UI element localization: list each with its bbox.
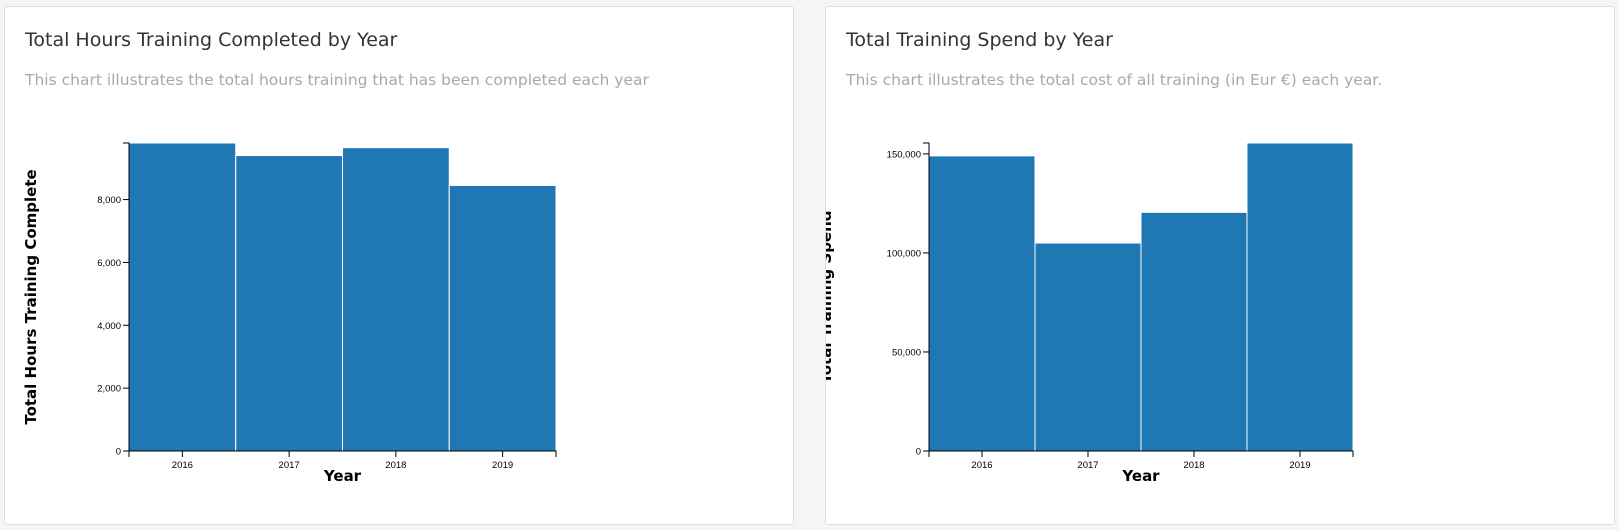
bar-2018 bbox=[1140, 211, 1248, 452]
hours-bar-chart: 0 2,000 4,000 6,000 8,000 2016 2017 2018 2019 Yea… bbox=[22, 142, 557, 485]
x-tick-label: 2017 bbox=[1077, 460, 1098, 471]
y-axis-title: Total Training Spend bbox=[826, 210, 835, 383]
y-tick-label: 4,000 bbox=[97, 321, 121, 332]
x-tick-label: 2016 bbox=[971, 460, 992, 471]
bar-2017 bbox=[235, 155, 343, 452]
y-tick-label: 50,000 bbox=[892, 347, 921, 358]
x-axis-line bbox=[928, 450, 1354, 457]
bar-2019 bbox=[1246, 142, 1354, 452]
y-axis-line bbox=[123, 142, 130, 452]
bar-2016 bbox=[928, 155, 1036, 452]
bar-2017 bbox=[1034, 242, 1142, 452]
y-axis-title: Total Hours Training Complete bbox=[22, 169, 40, 424]
card-title: Total Hours Training Completed by Year bbox=[25, 29, 398, 51]
bar-2016 bbox=[128, 142, 237, 452]
x-axis-title: Year bbox=[1121, 467, 1160, 485]
x-tick-label: 2017 bbox=[279, 460, 300, 471]
spend-bar-chart: 0 50,000 100,000 150,000 2016 2017 2018 2019 Yea… bbox=[826, 142, 1354, 485]
x-axis-line bbox=[128, 450, 557, 457]
x-tick-label: 2016 bbox=[172, 460, 193, 471]
card-title: Total Training Spend by Year bbox=[846, 29, 1113, 51]
x-tick-label: 2019 bbox=[492, 460, 513, 471]
bar-2018 bbox=[342, 147, 450, 452]
y-tick-label: 2,000 bbox=[97, 384, 121, 395]
x-tick-label: 2018 bbox=[1183, 460, 1204, 471]
hours-chart-card: Total Hours Training Completed by Year T… bbox=[4, 6, 794, 525]
y-tick-label: 6,000 bbox=[97, 258, 121, 269]
x-axis-title: Year bbox=[323, 467, 362, 485]
y-tick-label: 150,000 bbox=[887, 149, 921, 160]
y-tick-label: 8,000 bbox=[97, 195, 121, 206]
x-tick-label: 2019 bbox=[1289, 460, 1310, 471]
x-tick-label: 2018 bbox=[385, 460, 406, 471]
y-tick-label: 100,000 bbox=[887, 248, 921, 259]
card-subtitle: This chart illustrates the total hours t… bbox=[25, 71, 649, 89]
y-axis-line bbox=[923, 142, 930, 452]
spend-chart-card: Total Training Spend by Year This chart … bbox=[825, 6, 1615, 525]
y-tick-label: 0 bbox=[916, 447, 921, 458]
bar-2019 bbox=[448, 184, 557, 452]
y-tick-label: 0 bbox=[116, 447, 121, 458]
card-subtitle: This chart illustrates the total cost of… bbox=[846, 71, 1383, 89]
